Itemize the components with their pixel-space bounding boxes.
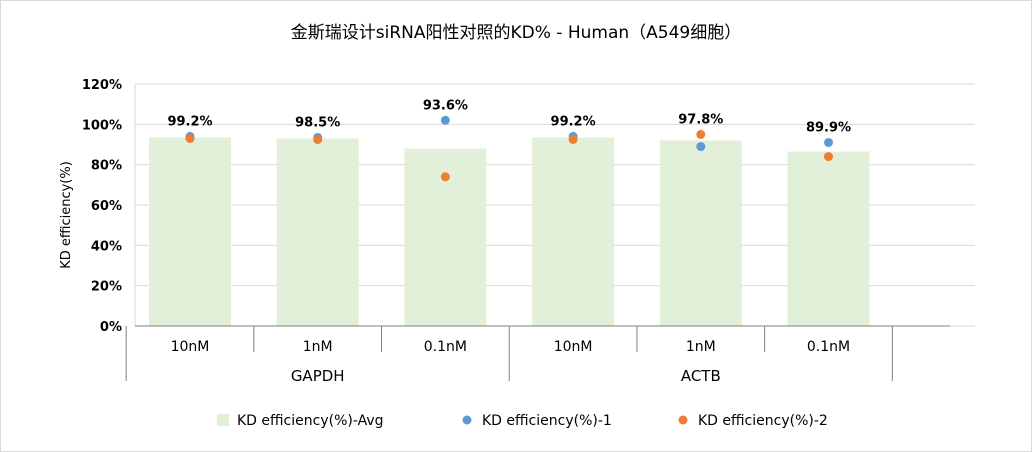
legend-label: KD efficiency(%)-1 [482,413,612,429]
legend-marker [678,415,688,425]
scatter-point [440,115,450,125]
x-tick-label: 0.1nM [424,339,467,355]
bar [149,137,231,326]
legend-label: KD efficiency(%)-2 [698,413,828,429]
data-label: 98.5% [295,115,340,130]
bars [149,137,870,326]
legend: KD efficiency(%)-Avg KD efficiency(%)-1 KD… [217,413,828,429]
chart-title: 金斯瑞设计siRNA阳性对照的KD% - Human（A549细胞） [291,23,741,43]
scatter-point [185,133,195,143]
legend-swatch [217,414,229,426]
y-tick-labels: 0% 20% 40% 60% 80% 100% 120% [82,78,122,335]
y-tick-label: 120% [82,78,122,93]
x-tick-label: 1nM [686,339,716,355]
x-tick-label: 10nM [554,339,593,355]
x-axis: 10nM 1nM 0.1nM 10nM 1nM 0.1nM GAPDH ACTB [125,325,950,385]
scatter-point [824,152,833,162]
x-tick-label: 1nM [303,339,333,355]
y-tick-label: 40% [91,239,122,254]
data-labels: 99.2% 98.5% 93.6% 99.2% 97.8% 89.9% [167,98,851,135]
data-label: 99.2% [551,114,596,129]
bar [659,140,742,326]
x-group-label: GAPDH [291,367,345,385]
legend-marker [462,415,472,425]
data-label: 93.6% [423,98,468,113]
scatter-point [313,134,323,144]
x-tick-label: 0.1nM [807,339,850,355]
y-axis-label: KD efficiency(%) [59,161,74,269]
bar [532,137,615,326]
bar [276,138,359,326]
y-tick-label: 0% [100,320,122,335]
x-tick-label: 10nM [171,339,210,355]
scatter-point [440,172,450,182]
y-tick-label: 60% [91,199,122,214]
bar [787,151,870,326]
scatter-point [696,142,706,152]
data-label: 89.9% [806,120,851,135]
data-label: 97.8% [678,112,723,127]
y-tick-label: 20% [91,280,122,295]
data-label: 99.2% [167,114,212,129]
legend-label: KD efficiency(%)-Avg [237,413,384,429]
scatter-points [185,115,833,182]
x-group-label: ACTB [681,367,721,385]
y-tick-label: 100% [82,118,122,133]
scatter-point [568,134,578,144]
y-tick-label: 80% [91,159,122,174]
scatter-point [696,129,706,139]
scatter-point [824,137,833,147]
